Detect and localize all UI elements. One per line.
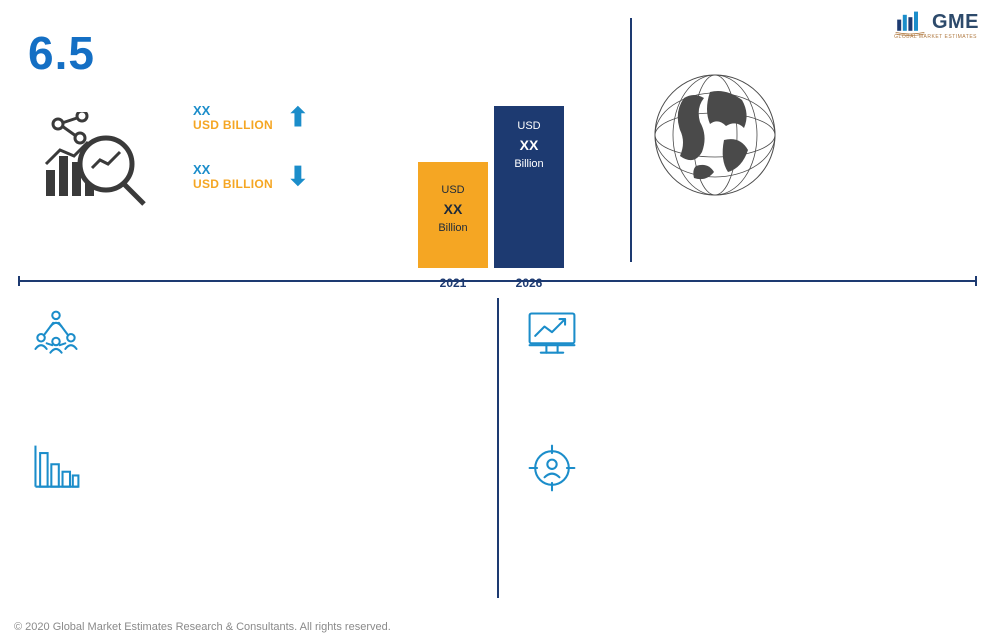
logo-icon	[894, 8, 926, 36]
bar-year-label: 2021	[418, 276, 488, 290]
brand-text: GME	[932, 11, 979, 34]
bar-chart-icon	[28, 440, 84, 501]
top-pane: XX USD BILLION ⬆ XX USD BILLION ⬇ USDXXB…	[18, 90, 618, 270]
bar-inside-text: USDXXBillion	[494, 106, 564, 172]
bar-inside-text: USDXXBillion	[418, 162, 488, 236]
horizontal-divider	[18, 280, 977, 282]
brand-logo: GME	[894, 8, 979, 36]
arrow-up-icon: ⬆	[287, 102, 309, 133]
cagr-value: 6.5	[28, 27, 95, 79]
cagr-block: 6.5	[28, 26, 95, 80]
brand-subtitle: GLOBAL MARKET ESTIMATES	[894, 34, 977, 40]
estimate-high-value: XX	[193, 103, 273, 119]
monitor-trend-icon	[524, 306, 580, 367]
estimate-high: XX USD BILLION ⬆	[193, 102, 309, 133]
analytics-icon	[40, 112, 150, 212]
vertical-divider-bottom	[497, 298, 499, 598]
estimate-low-unit: USD BILLION	[193, 177, 273, 191]
chart-bar: USDXXBillion	[494, 106, 564, 268]
estimates-block: XX USD BILLION ⬆ XX USD BILLION ⬇	[193, 102, 309, 220]
people-network-icon	[28, 306, 84, 367]
copyright-text: © 2020 Global Market Estimates Research …	[14, 621, 391, 633]
estimate-low: XX USD BILLION ⬇	[193, 161, 309, 192]
globe-icon	[650, 70, 780, 205]
arrow-down-icon: ⬇	[287, 161, 309, 192]
estimate-high-unit: USD BILLION	[193, 118, 273, 132]
bar-year-label: 2026	[494, 276, 564, 290]
target-person-icon	[524, 440, 580, 501]
chart-bar: USDXXBillion	[418, 162, 488, 268]
vertical-divider-top	[630, 18, 632, 262]
estimate-low-value: XX	[193, 162, 273, 178]
market-bar-chart: USDXXBillion 2021 USDXXBillion 2026	[418, 90, 618, 290]
